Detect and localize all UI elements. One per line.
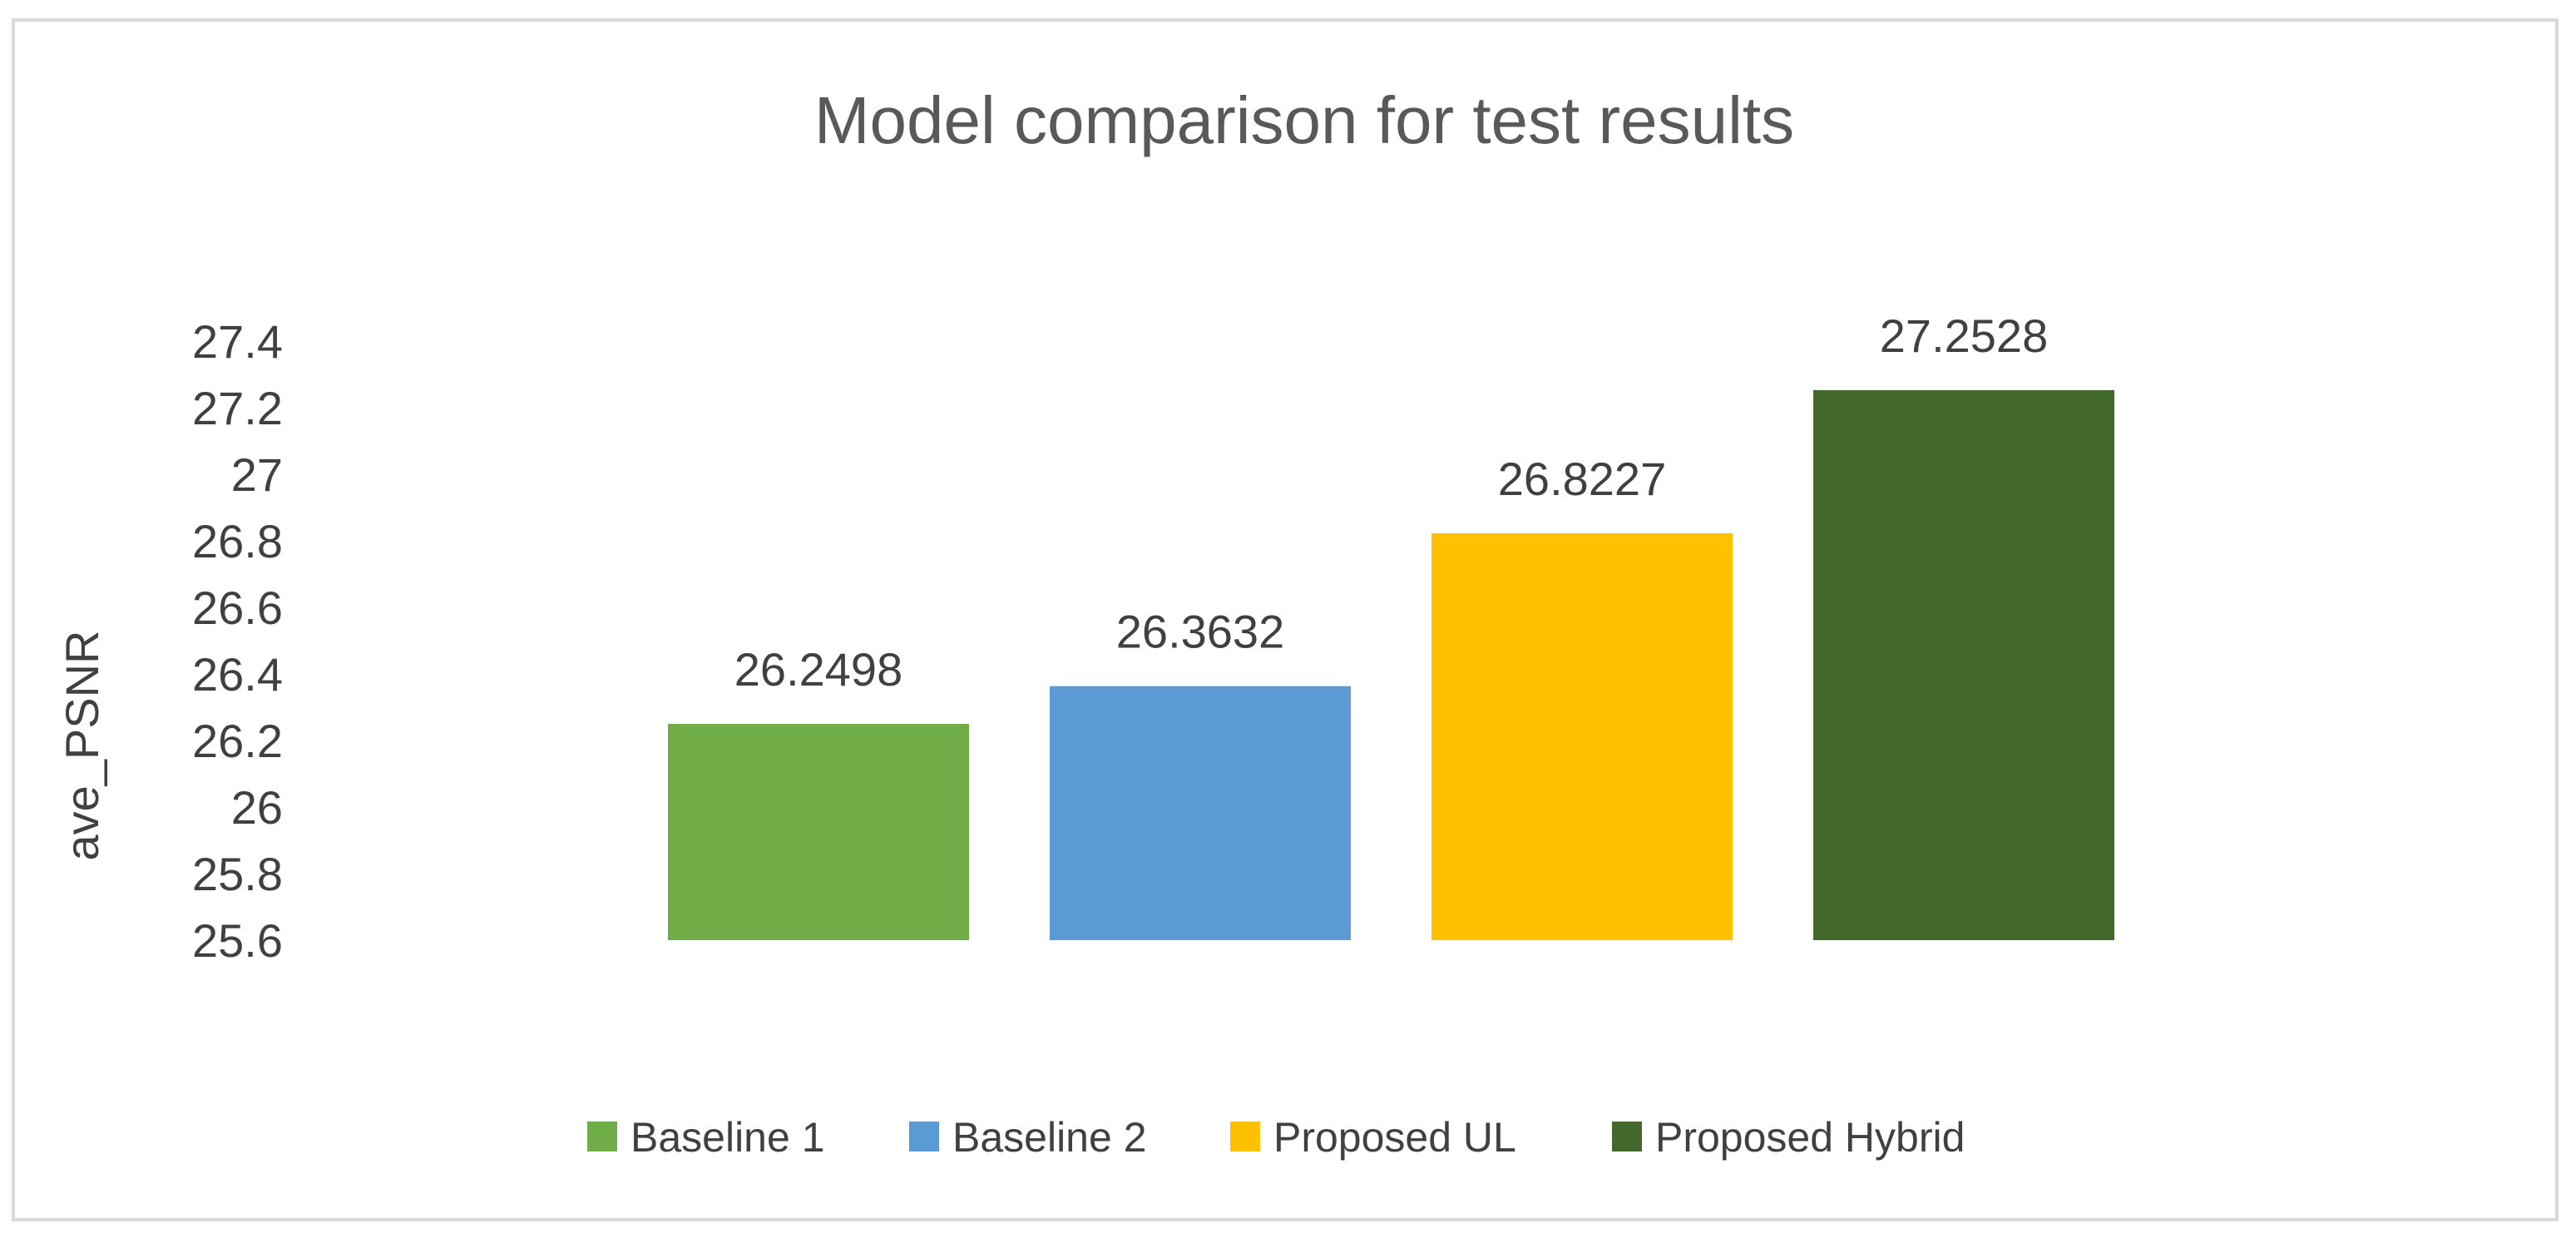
y-axis-label: ave_PSNR: [56, 630, 108, 860]
bars-group: [668, 389, 2114, 940]
bar-value-label: 26.8227: [1498, 453, 1666, 505]
y-tick-label: 26.2: [192, 715, 283, 767]
bar: [1813, 389, 2114, 940]
bar: [668, 724, 969, 940]
y-tick-label: 26.6: [192, 582, 283, 634]
bar-value-label: 26.3632: [1116, 606, 1284, 658]
y-tick-label: 26.8: [192, 515, 283, 567]
legend-swatch: [587, 1122, 617, 1151]
y-tick-label: 26: [231, 781, 283, 834]
chart-frame: [12, 18, 2559, 1221]
legend: Baseline 1 Baseline 2 Proposed UL Proposed …: [587, 1114, 1965, 1161]
y-axis-ticks: 27.4 27.2 27 26.8 26.6 26.4 26.2 26 25.8 25.6: [192, 315, 283, 967]
y-tick-label: 27: [231, 448, 283, 501]
chart-title: Model comparison for test results: [814, 83, 1794, 157]
legend-label: Proposed Hybrid: [1655, 1114, 1965, 1161]
bar-value-label: 26.2498: [734, 643, 902, 696]
y-tick-label: 27.2: [192, 382, 283, 434]
y-tick-label: 25.8: [192, 848, 283, 900]
bar: [1050, 686, 1351, 940]
legend-label: Baseline 2: [952, 1114, 1147, 1161]
data-labels-group: 26.2498 26.3632 26.8227 27.2528: [734, 310, 2048, 696]
y-tick-label: 26.4: [192, 648, 283, 701]
bar-value-label: 27.2528: [1880, 310, 2048, 362]
y-tick-label: 25.6: [192, 914, 283, 967]
bar: [1431, 532, 1733, 940]
legend-label: Baseline 1: [630, 1114, 825, 1161]
legend-swatch: [909, 1122, 939, 1151]
legend-swatch: [1230, 1122, 1260, 1151]
legend-label: Proposed UL: [1273, 1114, 1516, 1161]
y-tick-label: 27.4: [192, 315, 283, 368]
legend-swatch: [1612, 1122, 1642, 1151]
